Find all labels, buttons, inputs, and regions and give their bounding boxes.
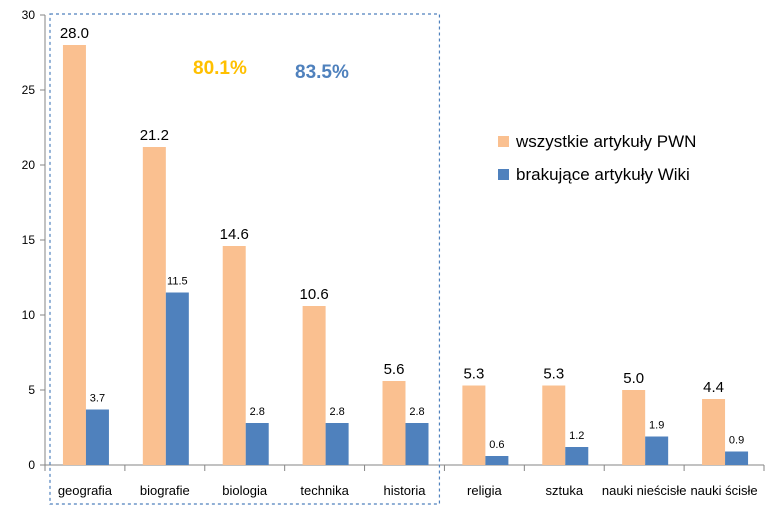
y-tick-label: 10 bbox=[22, 308, 36, 322]
data-label-pwn: 5.3 bbox=[463, 366, 484, 383]
category-label: sztuka bbox=[545, 483, 583, 498]
bar-wiki bbox=[245, 423, 269, 465]
data-label-wiki: 2.8 bbox=[409, 406, 424, 418]
data-label-wiki: 1.9 bbox=[649, 420, 664, 432]
data-label-pwn: 5.6 bbox=[384, 361, 405, 378]
data-label-wiki: 0.6 bbox=[489, 439, 504, 451]
category-label: religia bbox=[467, 483, 502, 498]
data-label-pwn: 10.6 bbox=[300, 286, 329, 303]
data-labels: 28.0 3.7 21.2 11.5 14.6 2.8 10.6 2.8 5.6 2.8 5.3 0.… bbox=[60, 25, 744, 451]
bar-wiki bbox=[645, 436, 669, 465]
bar-pwn bbox=[622, 390, 646, 465]
bar-pwn bbox=[142, 147, 166, 465]
bar-wiki bbox=[165, 292, 189, 465]
bar-wiki bbox=[405, 423, 429, 465]
y-tick-label: 20 bbox=[22, 158, 36, 172]
bar-pwn bbox=[382, 381, 406, 465]
data-label-pwn: 5.0 bbox=[623, 370, 644, 387]
data-label-wiki: 2.8 bbox=[250, 406, 265, 418]
bar-wiki bbox=[85, 409, 109, 465]
legend-label-pwn: wszystkie artykuły PWN bbox=[515, 132, 696, 151]
bar-wiki bbox=[565, 447, 589, 465]
y-tick-label: 5 bbox=[28, 383, 35, 397]
bar-wiki bbox=[485, 456, 509, 465]
data-label-wiki: 11.5 bbox=[167, 276, 188, 288]
data-label-wiki: 3.7 bbox=[90, 393, 105, 405]
category-label: historia bbox=[384, 483, 427, 498]
bar-pwn bbox=[702, 399, 726, 465]
category-label: nauki nieścisłe bbox=[602, 483, 687, 498]
category-label: technika bbox=[300, 483, 349, 498]
category-label: nauki ścisłe bbox=[690, 483, 757, 498]
bar-pwn bbox=[542, 385, 566, 465]
legend-swatch-pwn bbox=[498, 136, 509, 147]
category-label: biografie bbox=[140, 483, 190, 498]
category-label: biologia bbox=[222, 483, 268, 498]
data-label-wiki: 0.9 bbox=[729, 435, 744, 447]
data-label-pwn: 21.2 bbox=[140, 127, 169, 144]
category-labels: geografia biografie biologia technika histor… bbox=[58, 483, 758, 498]
y-tick-label: 15 bbox=[22, 233, 36, 247]
y-tick-label: 30 bbox=[22, 8, 36, 22]
y-tick-label: 0 bbox=[28, 458, 35, 472]
annotation-80-percent: 80.1% bbox=[193, 58, 247, 79]
data-label-pwn: 4.4 bbox=[703, 379, 724, 396]
bar-pwn bbox=[462, 385, 486, 465]
bars bbox=[62, 45, 749, 465]
data-label-pwn: 5.3 bbox=[543, 366, 564, 383]
bar-pwn bbox=[62, 45, 86, 465]
data-label-pwn: 14.6 bbox=[220, 226, 249, 243]
data-label-wiki: 2.8 bbox=[329, 406, 344, 418]
bar-wiki bbox=[325, 423, 349, 465]
category-label: geografia bbox=[58, 483, 113, 498]
annotation-83-percent: 83.5% bbox=[295, 62, 349, 83]
y-tick-label: 25 bbox=[22, 83, 36, 97]
bar-pwn bbox=[222, 246, 246, 465]
data-label-wiki: 1.2 bbox=[569, 430, 584, 442]
legend-label-wiki: brakujące artykuły Wiki bbox=[516, 165, 690, 184]
legend-swatch-wiki bbox=[498, 169, 509, 180]
bar-pwn bbox=[302, 306, 326, 465]
bar-wiki bbox=[725, 451, 749, 465]
legend: wszystkie artykuły PWN brakujące artykuł… bbox=[498, 132, 696, 184]
highlight-box bbox=[49, 13, 441, 505]
data-label-pwn: 28.0 bbox=[60, 25, 89, 42]
